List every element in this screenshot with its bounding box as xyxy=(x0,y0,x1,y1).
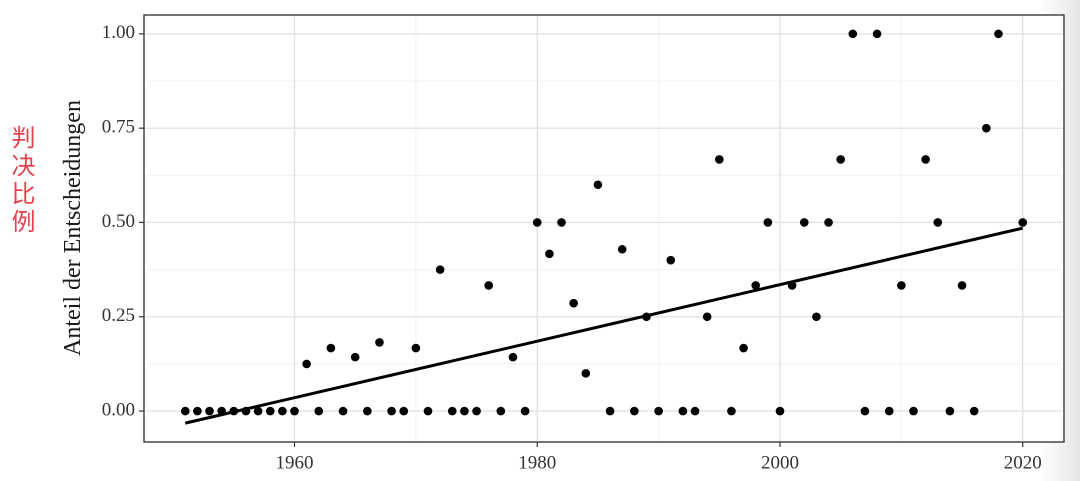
point xyxy=(969,406,979,416)
annotation: 判决比例 xyxy=(7,125,35,237)
point xyxy=(338,406,348,416)
point xyxy=(496,406,506,416)
point xyxy=(824,218,833,227)
point xyxy=(982,123,991,133)
trend-line xyxy=(184,226,1024,425)
point xyxy=(484,281,493,290)
point xyxy=(205,406,214,416)
point xyxy=(751,281,761,290)
point xyxy=(569,298,578,308)
point xyxy=(884,406,894,416)
y-tick-label: 0.50 xyxy=(102,211,135,232)
marks xyxy=(180,29,1028,425)
point xyxy=(727,406,736,416)
point xyxy=(617,244,627,254)
point xyxy=(520,406,530,416)
point xyxy=(994,29,1003,39)
point xyxy=(897,281,906,290)
x-tick-label: 1980 xyxy=(518,452,556,473)
point xyxy=(775,406,785,416)
point xyxy=(739,343,748,353)
y-tick-label: 0.25 xyxy=(102,305,135,326)
point xyxy=(909,406,918,416)
point xyxy=(253,406,263,416)
point xyxy=(290,406,299,416)
point xyxy=(654,406,663,416)
y-tick-label: 0.00 xyxy=(102,399,135,420)
point xyxy=(933,218,943,227)
point xyxy=(763,218,773,227)
point xyxy=(399,406,409,416)
point xyxy=(387,406,396,416)
point xyxy=(605,406,615,416)
point xyxy=(326,343,336,353)
point xyxy=(581,369,591,378)
x-tick-label: 2020 xyxy=(1004,452,1042,473)
point xyxy=(314,406,324,416)
point xyxy=(812,312,821,322)
point xyxy=(921,155,930,164)
point xyxy=(350,352,360,362)
point xyxy=(278,406,287,416)
point xyxy=(411,343,421,353)
point xyxy=(435,265,445,274)
point xyxy=(557,218,566,227)
y-tick-label: 1.00 xyxy=(102,22,135,43)
point xyxy=(836,155,845,164)
point xyxy=(532,218,542,227)
point xyxy=(715,155,724,164)
point xyxy=(363,406,372,416)
y-axis-title: Anteil der Entscheidungen xyxy=(60,100,86,356)
point xyxy=(690,406,700,416)
plot-panel xyxy=(143,14,1065,443)
point xyxy=(508,352,518,362)
point xyxy=(193,406,202,416)
point xyxy=(799,218,809,227)
plot-border xyxy=(143,14,1065,443)
point xyxy=(702,312,712,322)
point xyxy=(872,29,882,39)
point xyxy=(460,406,469,416)
point xyxy=(447,406,457,416)
point xyxy=(848,29,858,39)
x-tick-label: 2000 xyxy=(761,452,799,473)
point xyxy=(860,406,870,416)
point xyxy=(593,180,603,190)
point xyxy=(472,406,481,416)
point xyxy=(957,281,967,290)
point xyxy=(945,406,955,416)
point xyxy=(678,406,688,416)
point xyxy=(630,406,639,416)
y-tick-label: 0.75 xyxy=(102,117,135,138)
point xyxy=(375,338,384,347)
point xyxy=(1018,218,1028,227)
point xyxy=(423,406,433,416)
point xyxy=(302,359,311,369)
x-tick-label: 1960 xyxy=(276,452,314,473)
point xyxy=(265,406,275,416)
point xyxy=(180,406,190,416)
point xyxy=(545,249,554,259)
point xyxy=(666,255,676,265)
